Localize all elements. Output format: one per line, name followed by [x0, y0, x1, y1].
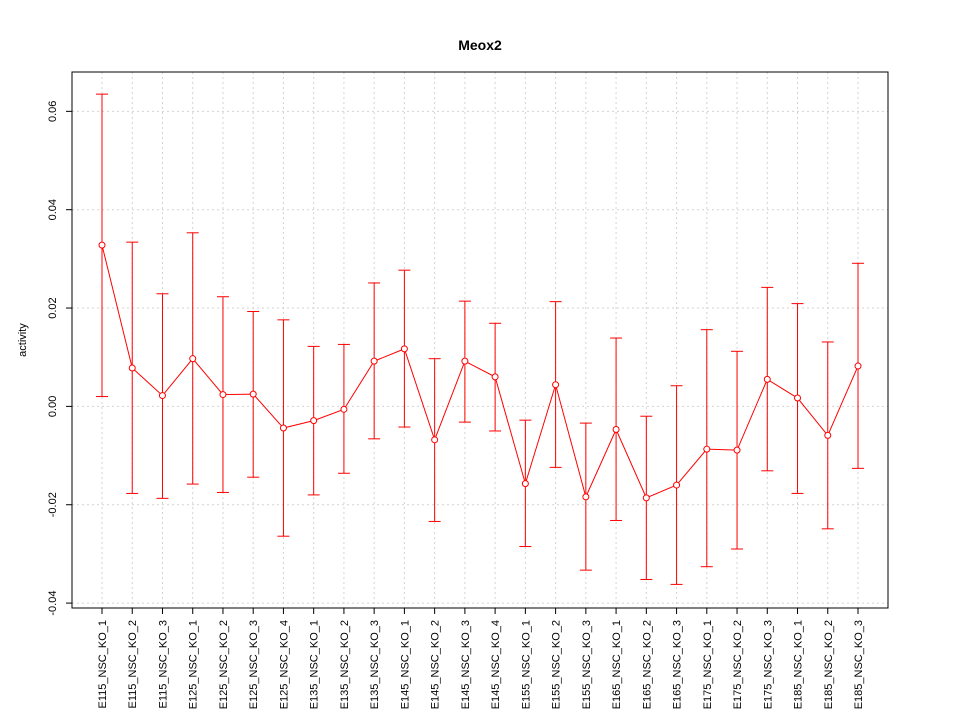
x-tick-label: E125_NSC_KO_2 — [218, 620, 230, 709]
data-point — [824, 431, 832, 439]
data-point — [552, 381, 560, 389]
data-point — [279, 424, 287, 432]
y-tick-label: -0.02 — [47, 492, 59, 517]
x-tick-label: E145_NSC_KO_3 — [460, 620, 472, 709]
x-tick-label: E175_NSC_KO_3 — [762, 620, 774, 709]
series-line — [101, 244, 859, 499]
data-point — [461, 357, 469, 365]
y-tick-label: 0.04 — [47, 199, 59, 220]
x-tick-label: E185_NSC_KO_2 — [823, 620, 835, 709]
data-point — [521, 480, 529, 488]
x-tick-label: E125_NSC_KO_3 — [248, 620, 260, 709]
x-tick-label: E145_NSC_KO_4 — [490, 620, 502, 709]
axes: -0.04 -0.02 0.00 0.02 0.04 0.06 E115_NSC_KO_1 E… — [47, 71, 889, 709]
data-point — [340, 405, 348, 413]
x-tick-label: E115_NSC_KO_3 — [157, 620, 169, 708]
data-point — [491, 373, 499, 381]
x-tick-label: E165_NSC_KO_2 — [641, 620, 653, 709]
x-tick-label: E165_NSC_KO_1 — [611, 620, 623, 709]
data-point — [249, 390, 257, 398]
x-tick-label: E175_NSC_KO_2 — [732, 620, 744, 709]
x-tick-label: E115_NSC_KO_2 — [127, 620, 139, 708]
chart-title: Meox2 — [458, 37, 502, 53]
data-point — [612, 425, 620, 433]
data-point — [703, 445, 711, 453]
data-point — [431, 436, 439, 444]
data-point — [310, 417, 318, 425]
x-tick-label: E155_NSC_KO_2 — [551, 620, 563, 709]
x-tick-label: E145_NSC_KO_2 — [430, 620, 442, 709]
data-point — [219, 391, 227, 399]
data-point — [128, 364, 136, 372]
data-point — [370, 357, 378, 365]
grid — [72, 72, 888, 608]
data-point — [400, 345, 408, 353]
data-point — [158, 392, 166, 400]
plot-frame — [71, 71, 889, 609]
data-point — [98, 241, 106, 249]
x-tick-label: E135_NSC_KO_2 — [339, 620, 351, 709]
x-tick-label: E165_NSC_KO_3 — [672, 620, 684, 709]
data-point — [189, 355, 197, 363]
data-point — [854, 362, 862, 370]
y-tick-label: 0.00 — [47, 396, 59, 417]
x-tick-label: E135_NSC_KO_1 — [309, 620, 321, 709]
y-tick-label: 0.02 — [47, 297, 59, 318]
data-point — [794, 394, 802, 402]
x-tick-label: E155_NSC_KO_3 — [581, 620, 593, 709]
x-tick-label: E135_NSC_KO_3 — [369, 620, 381, 709]
series — [96, 93, 864, 585]
data-point — [642, 494, 650, 502]
y-axis-label: activity — [17, 323, 29, 357]
x-tick-label: E185_NSC_KO_3 — [853, 620, 865, 709]
x-tick-label: E125_NSC_KO_4 — [278, 620, 290, 709]
x-tick-label: E185_NSC_KO_1 — [793, 620, 805, 709]
data-point — [763, 375, 771, 383]
x-tick-label: E155_NSC_KO_1 — [520, 620, 532, 709]
x-tick-label: E145_NSC_KO_1 — [399, 620, 411, 709]
x-tick-label: E175_NSC_KO_1 — [702, 620, 714, 709]
x-tick-label: E125_NSC_KO_1 — [188, 620, 200, 709]
y-tick-label: 0.06 — [47, 101, 59, 122]
x-tick-label: E115_NSC_KO_1 — [97, 620, 109, 708]
data-point — [582, 493, 590, 501]
y-tick-label: -0.04 — [47, 591, 59, 616]
data-point — [733, 446, 741, 454]
data-point — [673, 481, 681, 489]
